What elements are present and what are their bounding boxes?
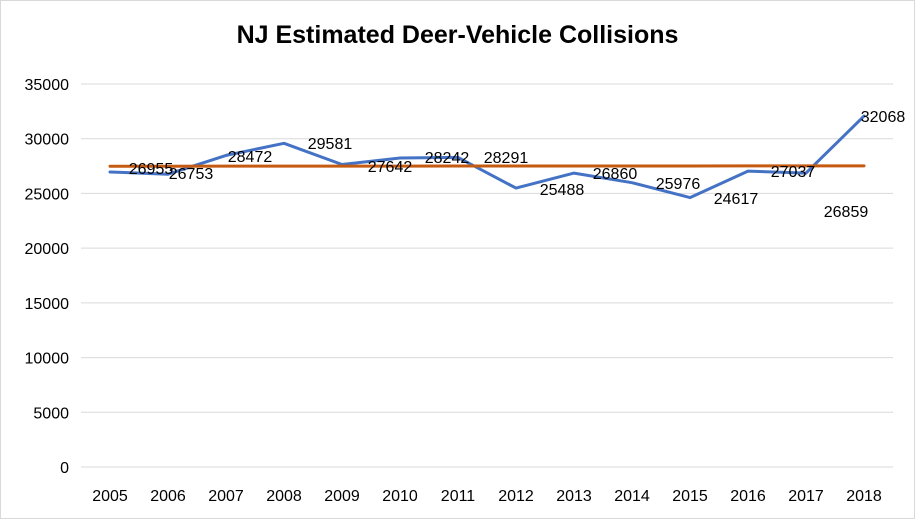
x-tick-label: 2016: [730, 488, 766, 505]
data-label: 26753: [169, 166, 214, 183]
data-label: 27642: [368, 159, 413, 176]
data-label: 28291: [484, 150, 529, 167]
y-tick-label: 25000: [25, 186, 70, 203]
y-tick-label: 10000: [25, 351, 70, 368]
x-tick-label: 2005: [92, 488, 128, 505]
x-tick-label: 2011: [441, 488, 476, 505]
chart-title: NJ Estimated Deer-Vehicle Collisions: [236, 21, 679, 49]
x-tick-label: 2009: [324, 488, 360, 505]
y-tick-label: 35000: [25, 77, 70, 94]
data-label: 26955: [129, 161, 174, 178]
x-tick-label: 2007: [208, 488, 244, 505]
data-label: 27037: [771, 164, 816, 181]
data-label: 28472: [228, 149, 273, 166]
y-tick-label: 0: [60, 460, 69, 477]
data-label: 29581: [308, 136, 353, 153]
collisions-series-line: [108, 114, 866, 200]
x-tick-label: 2006: [150, 488, 186, 505]
data-label: 26859: [824, 204, 869, 221]
x-tick-label: 2015: [672, 488, 708, 505]
x-tick-label: 2014: [614, 488, 650, 505]
x-tick-label: 2018: [846, 488, 882, 505]
data-label: 25488: [540, 182, 585, 199]
data-label: 32068: [861, 109, 906, 126]
data-label: 25976: [656, 176, 701, 193]
x-tick-label: 2013: [556, 488, 592, 505]
y-tick-label: 30000: [25, 132, 70, 149]
data-label: 26860: [593, 166, 638, 183]
x-tick-label: 2012: [498, 488, 534, 505]
x-tick-label: 2008: [266, 488, 302, 505]
y-tick-label: 5000: [33, 405, 69, 422]
data-label: 24617: [714, 191, 759, 208]
x-tick-label: 2017: [788, 488, 824, 505]
y-tick-label: 20000: [25, 241, 70, 258]
x-tick-label: 2010: [382, 488, 418, 505]
y-tick-label: 15000: [25, 296, 70, 313]
data-label: 28242: [425, 150, 470, 167]
